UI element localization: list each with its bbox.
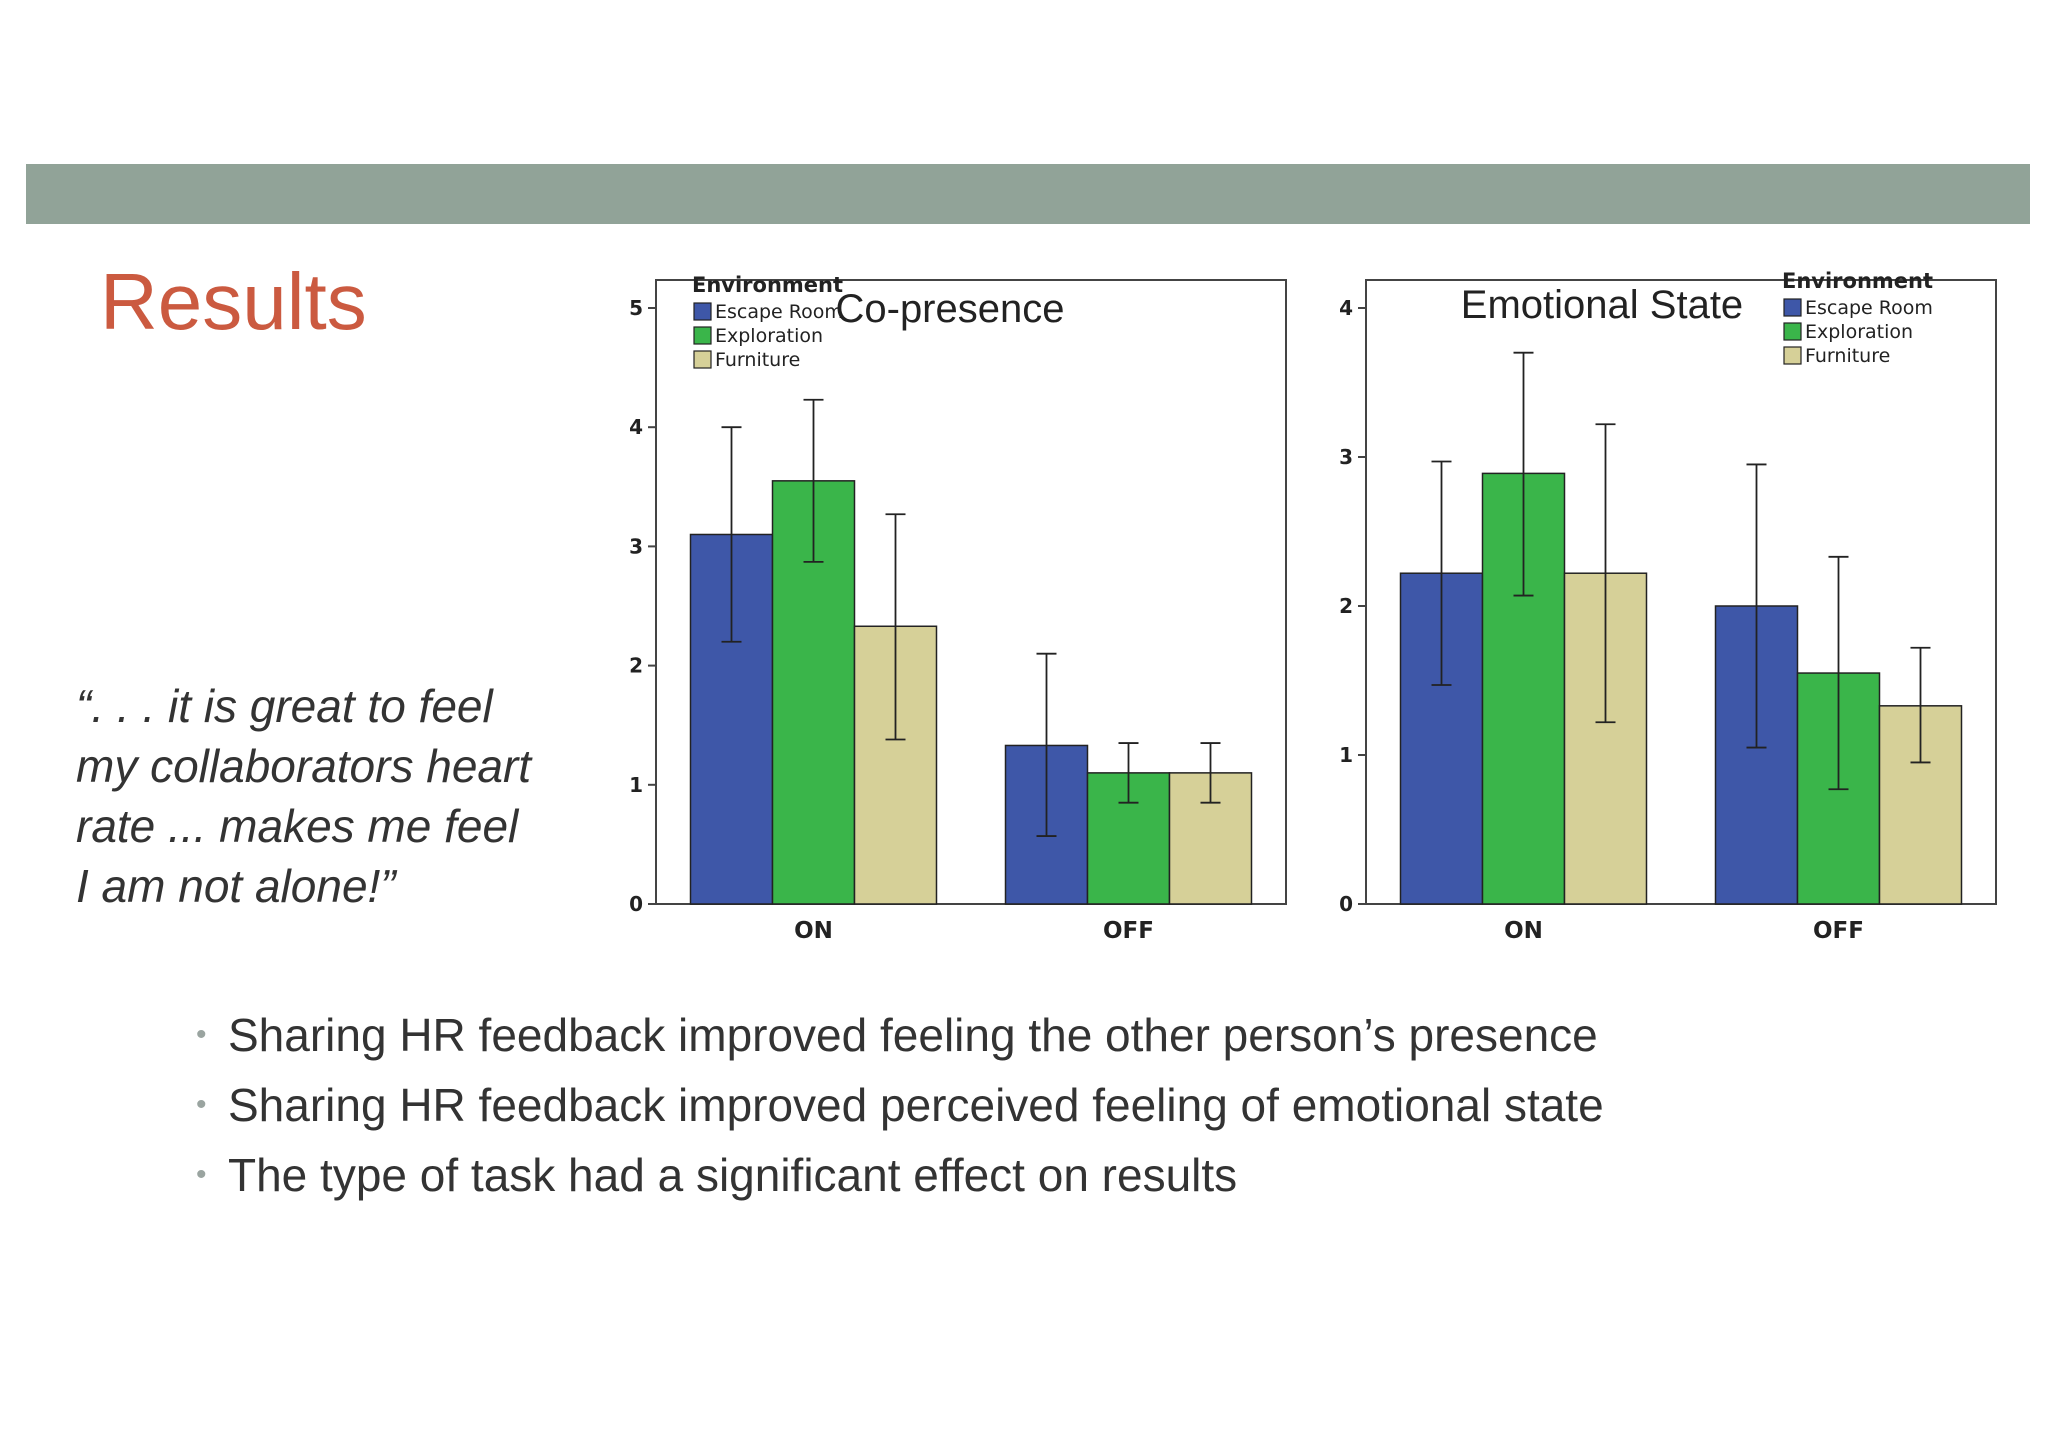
chart-title: Co-presence (835, 287, 1064, 331)
y-tick-label: 3 (1339, 445, 1353, 469)
copresence-chart: 0 1 2 3 4 5 ON OFF Co-presence Environment Escape … (606, 260, 1306, 960)
quote-line: “. . . it is great to feel (76, 680, 493, 732)
bullet-item: Sharing HR feedback improved feeling the… (196, 1000, 1604, 1070)
legend-swatch (693, 326, 712, 345)
x-tick-label: ON (794, 918, 833, 944)
header-band (26, 164, 2030, 224)
chart-svg: 0 1 2 3 4 ON OFF Emotional State Environment Esca… (1339, 269, 1997, 944)
bullet-item: Sharing HR feedback improved perceived f… (196, 1070, 1604, 1140)
legend-swatch (693, 302, 712, 321)
legend-label: Escape Room (1805, 297, 1933, 319)
legend-swatch (693, 350, 712, 369)
y-tick-label: 3 (629, 534, 643, 558)
y-tick-label: 4 (629, 415, 643, 439)
legend-swatch (1783, 298, 1802, 317)
legend: Environment Escape RoomExplorationFurnitu… (692, 273, 843, 371)
y-tick-label: 2 (1339, 594, 1353, 618)
y-tick-label: 5 (629, 296, 643, 320)
quote-line: my collaborators heart (76, 740, 532, 792)
findings-list: Sharing HR feedback improved feeling the… (196, 1000, 1604, 1210)
x-tick-label: OFF (1103, 918, 1154, 944)
slide-title: Results (100, 257, 367, 346)
y-tick-label: 0 (629, 892, 643, 916)
x-tick-label: OFF (1813, 918, 1864, 944)
emotional-state-chart: 0 1 2 3 4 ON OFF Emotional State Environment Esca… (1316, 260, 2016, 960)
legend-label: Furniture (715, 349, 800, 371)
legend: Environment Escape RoomExplorationFurnitu… (1782, 269, 1933, 367)
legend-label: Furniture (1805, 345, 1890, 367)
participant-quote: “. . . it is great to feel my collaborat… (76, 676, 596, 916)
y-tick-label: 0 (1339, 892, 1353, 916)
legend-swatch (1783, 346, 1802, 365)
y-tick-label: 1 (629, 773, 643, 797)
legend-swatch (1783, 322, 1802, 341)
chart-title: Emotional State (1461, 283, 1743, 327)
quote-line: rate ... makes me feel (76, 800, 519, 852)
legend-label: Exploration (1805, 321, 1913, 343)
x-tick-label: ON (1504, 918, 1543, 944)
legend-title: Environment (1782, 269, 1933, 293)
y-tick-label: 1 (1339, 743, 1353, 767)
legend-title: Environment (692, 273, 843, 297)
legend-label: Escape Room (715, 301, 843, 323)
bullet-item: The type of task had a significant effec… (196, 1140, 1604, 1210)
y-tick-label: 2 (629, 654, 643, 678)
quote-line: I am not alone!” (76, 860, 396, 912)
legend-label: Exploration (715, 325, 823, 347)
y-tick-label: 4 (1339, 296, 1353, 320)
